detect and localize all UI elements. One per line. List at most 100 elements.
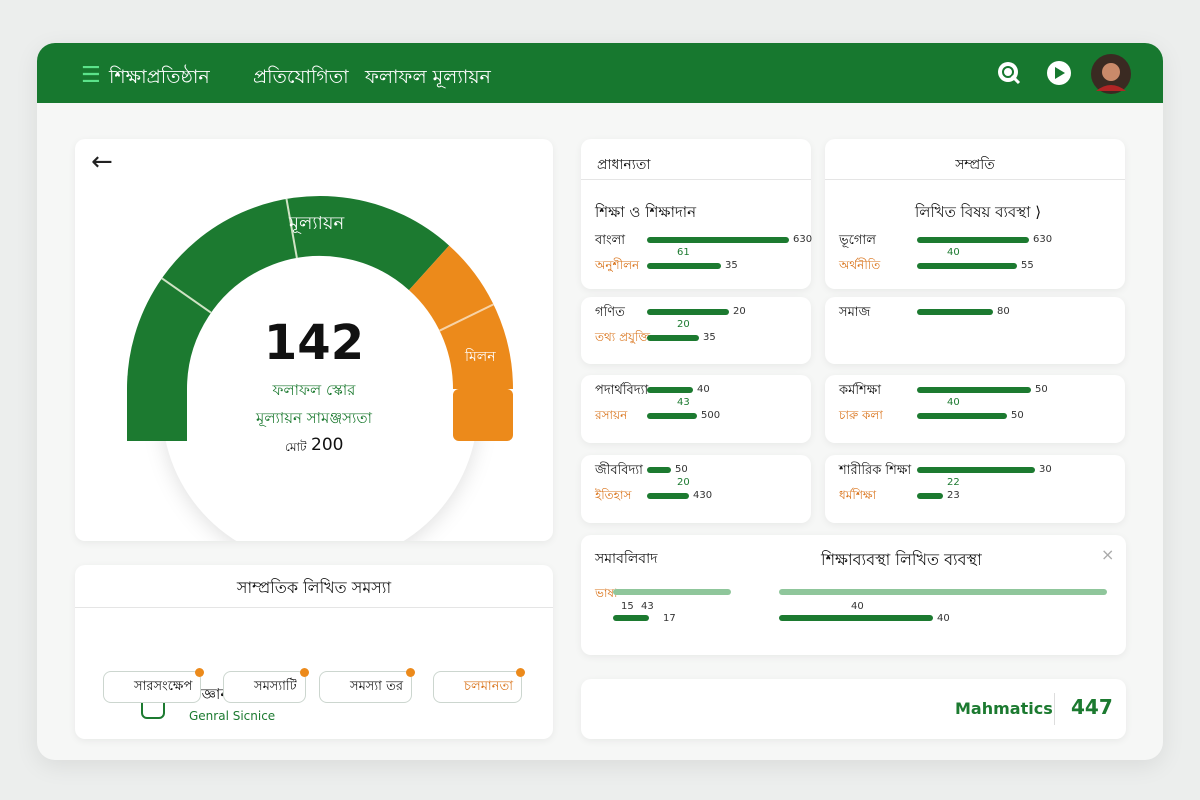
divider xyxy=(1054,693,1055,725)
gauge-part xyxy=(285,198,298,259)
row-note: 61 xyxy=(677,247,690,258)
divider xyxy=(75,607,553,608)
chip[interactable]: সারসংক্ষেপ xyxy=(103,668,205,703)
bar xyxy=(647,335,699,341)
chip[interactable]: চলমানতা xyxy=(433,668,525,703)
gauge-part xyxy=(408,245,513,390)
total: 200 xyxy=(311,435,344,455)
panel-card: পদার্থবিদ্যা 40 রসায়ন 500 43 xyxy=(581,375,811,443)
row-value: 630 xyxy=(793,234,813,245)
note: 40 xyxy=(851,601,864,612)
bar xyxy=(917,493,943,499)
row-value: 23 xyxy=(947,490,960,501)
panel-subtitle: শিক্ষা ও শিক্ষাদান xyxy=(595,203,697,221)
row-note: 22 xyxy=(947,477,960,488)
bar xyxy=(917,387,1031,393)
bar xyxy=(917,309,993,315)
bar xyxy=(647,467,671,473)
row-note: 40 xyxy=(947,397,960,408)
app-shell: ☰ শিক্ষাপ্রতিষ্ঠান প্রতিযোগিতা ফলাফল মূল… xyxy=(37,43,1163,760)
panel-card: সমাজ 80 xyxy=(825,297,1125,364)
row-value: 40 xyxy=(697,384,710,395)
back-button[interactable]: ← xyxy=(91,147,113,177)
row-value: 30 xyxy=(1039,464,1052,475)
nav-item[interactable]: শিক্ষাপ্রতিষ্ঠান xyxy=(109,66,210,88)
row-value: 50 xyxy=(675,464,688,475)
top-bar: ☰ শিক্ষাপ্রতিষ্ঠান প্রতিযোগিতা ফলাফল মূল… xyxy=(37,43,1163,103)
wide-card: সমাবলিবাদ শিক্ষাব্যবস্থা লিখিত ব্যবস্থা … xyxy=(581,535,1126,655)
chip[interactable]: সমস্যা তর xyxy=(319,668,415,703)
bar xyxy=(779,589,1107,595)
row-value: 500 xyxy=(701,410,721,421)
row-label: বাংলা xyxy=(595,233,626,248)
bar xyxy=(613,615,649,621)
caption: মূল্যায়ন সামঞ্জস্যতা xyxy=(255,409,373,427)
row-label: ইতিহাস xyxy=(595,488,632,502)
row-label: পদার্থবিদ্যা xyxy=(595,383,649,398)
row-label: অর্থনীতি xyxy=(839,258,881,272)
avatar[interactable] xyxy=(1090,53,1132,95)
row-note: 43 xyxy=(677,397,690,408)
bar xyxy=(917,413,1007,419)
badge-dot xyxy=(195,668,205,677)
nav-item[interactable]: প্রতিযোগিতা xyxy=(253,66,349,88)
gauge-part xyxy=(127,196,450,390)
value: 40 xyxy=(937,613,950,624)
wide-title: সমাবলিবাদ xyxy=(595,551,658,567)
bar xyxy=(917,237,1029,243)
row-label: গণিত xyxy=(595,305,625,320)
gauge-part xyxy=(162,249,478,541)
row-value: 630 xyxy=(1033,234,1053,245)
row-label: ধর্মশিক্ষা xyxy=(839,488,877,502)
row-label: ভূগোল xyxy=(839,233,876,248)
bar xyxy=(917,263,1017,269)
row-value: 50 xyxy=(1035,384,1048,395)
nav-item[interactable]: ফলাফল মূল্যায়ন xyxy=(365,66,491,88)
search-icon[interactable] xyxy=(995,59,1025,89)
panel-card: শারীরিক শিক্ষা 30 ধর্মশিক্ষা 23 22 xyxy=(825,455,1125,523)
gauge-part xyxy=(439,303,494,332)
footer-subject: Mahmatics xyxy=(955,699,1053,718)
play-icon[interactable] xyxy=(1045,59,1075,89)
panel-card: কর্মশিক্ষা 50 চারু কলা 50 40 xyxy=(825,375,1125,443)
gauge-part xyxy=(453,389,513,441)
wide-title: শিক্ষাব্যবস্থা লিখিত ব্যবস্থা xyxy=(821,550,982,569)
caption: ফলাফল স্কোর xyxy=(272,381,356,399)
bar xyxy=(647,237,789,243)
bar xyxy=(647,309,729,315)
summary-title: সাম্প্রতিক লিখিত সমস্যা xyxy=(236,578,392,597)
row-label: চারু কলা xyxy=(839,408,883,422)
row-value: 430 xyxy=(693,490,713,501)
panel-title: সম্প্রতি xyxy=(955,157,995,173)
score: 142 xyxy=(263,315,365,371)
gauge-label: মূল্যায়ন xyxy=(289,213,345,234)
note: 43 xyxy=(641,601,654,612)
gauge-side-label: মিলন xyxy=(465,349,496,365)
close-button[interactable]: × xyxy=(1101,545,1115,564)
row-value: 50 xyxy=(1011,410,1024,421)
bar xyxy=(647,413,697,419)
row-label: সমাজ xyxy=(839,305,871,320)
bar xyxy=(613,589,731,595)
subject-subtitle: Genral Sicnice xyxy=(189,709,276,723)
gauge xyxy=(127,196,513,541)
row-value: 55 xyxy=(1021,260,1034,271)
row-value: 35 xyxy=(725,260,738,271)
badge-dot xyxy=(515,668,525,677)
bar xyxy=(647,263,721,269)
row-value: 20 xyxy=(733,306,746,317)
menu-icon[interactable]: ☰ xyxy=(81,63,101,88)
row-note: 20 xyxy=(677,319,690,330)
gauge-card: ← মূল্যায়ন মিলন 142 ফলাফল স্কোর মূল্যায… xyxy=(75,139,553,541)
gauge-part xyxy=(161,277,212,314)
gauge-part xyxy=(127,389,187,441)
row-note: 40 xyxy=(947,247,960,258)
chip[interactable]: সমস্যাটি xyxy=(223,668,309,703)
badge-dot xyxy=(405,668,415,677)
panel-subtitle: লিখিত বিষয় ব্যবস্থা ⟩ xyxy=(915,203,1042,221)
panel-card: জীববিদ্যা 50 ইতিহাস 430 20 xyxy=(581,455,811,523)
divider xyxy=(825,179,1125,180)
summary-card: সাম্প্রতিক লিখিত সমস্যা বিজ্ঞানবিষয়ক Ge… xyxy=(75,565,553,739)
bar xyxy=(647,387,693,393)
